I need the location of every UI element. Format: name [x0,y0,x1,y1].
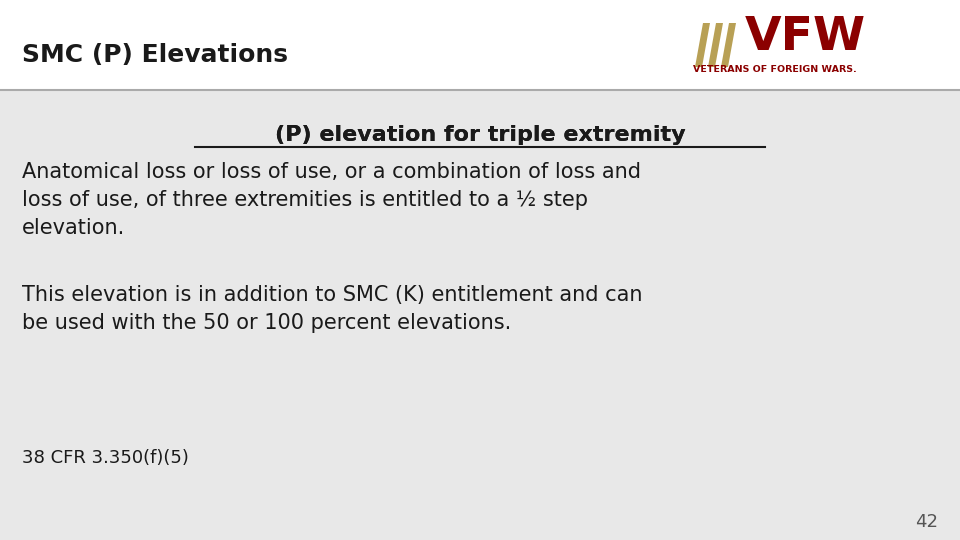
Text: 38 CFR 3.350(f)(5): 38 CFR 3.350(f)(5) [22,449,189,467]
FancyBboxPatch shape [0,0,960,90]
Text: VFW: VFW [745,15,866,59]
Text: 42: 42 [915,513,938,531]
Text: VETERANS OF FOREIGN WARS.: VETERANS OF FOREIGN WARS. [693,64,856,73]
Polygon shape [695,23,710,67]
Text: This elevation is in addition to SMC (K) entitlement and can
be used with the 50: This elevation is in addition to SMC (K)… [22,285,642,333]
Text: (P) elevation for triple extremity: (P) elevation for triple extremity [275,125,685,145]
Text: (P) elevation for triple extremity: (P) elevation for triple extremity [275,125,685,145]
FancyBboxPatch shape [0,90,960,540]
Polygon shape [721,23,736,67]
Polygon shape [708,23,723,67]
Text: Anatomical loss or loss of use, or a combination of loss and
loss of use, of thr: Anatomical loss or loss of use, or a com… [22,162,641,238]
Text: SMC (P) Elevations: SMC (P) Elevations [22,43,288,67]
